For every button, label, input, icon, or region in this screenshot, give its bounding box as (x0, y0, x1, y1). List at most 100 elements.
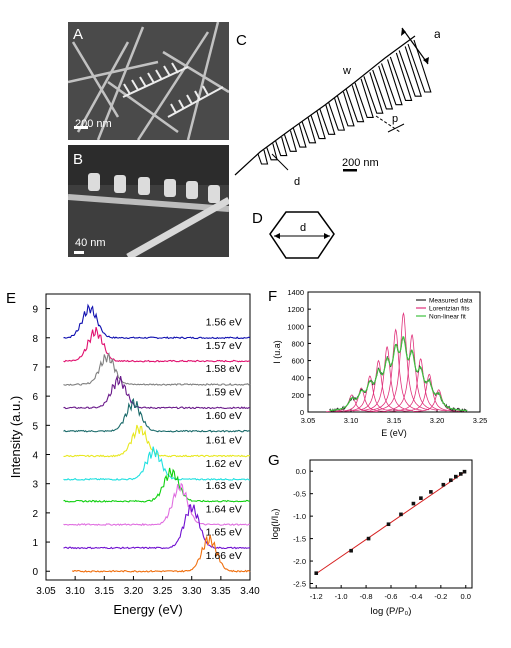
comb-schematic: a w p d 200 nm (234, 27, 441, 188)
chart-f-xtick-label: 3.25 (473, 416, 488, 425)
chart-f-lorentzian (369, 328, 422, 411)
chart-e-xtick-label: 3.15 (95, 586, 115, 597)
chart-e-xtick-label: 3.40 (240, 586, 260, 597)
chart-g-frame (309, 459, 473, 589)
chart-e-ytick-label: 8 (32, 334, 38, 345)
chart-g-ytick-label: -2.0 (293, 557, 306, 566)
panel-c: a w p d 200 nm C (230, 20, 441, 200)
chart-g-loglog: -1.2 -1.0 -0.8 -0.6 -0.4 -0.2 0.0 -2.5 -2.0 -1.5 -… (270, 459, 473, 617)
chart-e-ytick-label: 5 (32, 421, 38, 432)
chart-f-xtick-label: 3.15 (387, 416, 402, 425)
panel-f-letter: F (268, 288, 278, 305)
chart-g-xtick-label: -0.6 (385, 592, 398, 601)
chart-f-xlabel: E (eV) (381, 428, 407, 438)
chart-g-xtick-label: -0.8 (360, 592, 373, 601)
chart-f-legend-entry: Lorentzian fits (429, 306, 470, 313)
scale-bar-a (74, 126, 88, 129)
chart-g-point (411, 501, 416, 506)
chart-e-xtick-label: 3.35 (211, 586, 231, 597)
chart-e-xtick-label: 3.10 (65, 586, 85, 597)
panel-c-letter: C (236, 32, 247, 49)
chart-e-series-line (71, 534, 251, 573)
label-d-d: d (300, 222, 306, 234)
scale-bar-b (74, 251, 84, 254)
label-c-d: d (294, 176, 300, 188)
hexagon-diagram: d (269, 211, 335, 259)
chart-g-ytick-label: -1.5 (293, 535, 306, 544)
chart-f-fit: 3.05 3.10 3.15 3.20 3.25 0 200 400 600 800 1000 120… (272, 288, 488, 438)
chart-g-point (429, 490, 433, 494)
label-c-w: w (342, 65, 351, 77)
chart-f-lorentzian (326, 394, 378, 412)
panel-d-letter: D (252, 210, 263, 227)
chart-e-series-line (63, 397, 251, 433)
chart-e-xtick-label: 3.05 (36, 586, 56, 597)
chart-e-ytick-label: 0 (32, 567, 38, 578)
chart-f-xtick-label: 3.20 (430, 416, 445, 425)
chart-g-xtick-label: -1.2 (310, 592, 323, 601)
chart-e-series-line (63, 467, 251, 503)
sem-image-a: A 200 nm (68, 22, 229, 140)
chart-e-series-line (63, 424, 251, 458)
chart-f-ytick-label: 1200 (287, 305, 304, 314)
chart-e-series-line (63, 352, 251, 386)
chart-g-xtick-label: -1.0 (335, 592, 348, 601)
chart-e-spectra: 3.05 3.10 3.15 3.20 3.25 3.30 3.35 3.40 0 1 2 3 4 5 6 7… (8, 293, 260, 617)
label-c-a: a (434, 27, 440, 41)
panel-d: d D (246, 200, 366, 270)
chart-e-ytick-label: 9 (32, 305, 38, 316)
chart-g-point (441, 482, 446, 487)
chart-e-series-label: 1.62 eV (206, 458, 242, 470)
chart-g-xlabel: log (P/P₀) (371, 606, 412, 617)
chart-f-ytick-label: 600 (291, 357, 304, 366)
chart-e-series-label: 1.57 eV (206, 340, 242, 352)
chart-f-xtick-label: 3.05 (301, 416, 316, 425)
chart-f-legend-entry: Non-linear fit (429, 314, 466, 321)
panel-c-scale: 200 nm (342, 157, 379, 169)
chart-e-ytick-label: 2 (32, 509, 38, 520)
chart-e-ytick-label: 6 (32, 392, 38, 403)
chart-f-ytick-label: 800 (291, 339, 304, 348)
chart-e-series-line (63, 482, 251, 527)
chart-e-series-label: 1.56 eV (206, 317, 242, 329)
chart-e-series-label: 1.66 eV (206, 550, 242, 562)
chart-e-xtick-label: 3.25 (153, 586, 173, 597)
chart-f-lorentzian (386, 333, 438, 411)
chart-e-xlabel: Energy (eV) (113, 602, 182, 617)
chart-f-legend-entry: Measured data (429, 298, 473, 305)
chart-g-point (462, 469, 467, 474)
chart-g-point (399, 512, 403, 517)
chart-e-ylabel: Intensity (a.u.) (8, 396, 23, 478)
chart-g-fit-line (315, 470, 467, 575)
chart-f-ylabel: I (u.a) (272, 340, 282, 364)
chart-f-ytick-label: 0 (300, 408, 304, 417)
chart-e-series-line (63, 326, 251, 363)
chart-g-point (449, 478, 453, 483)
sem-image-b: B 40 nm (68, 145, 229, 257)
panel-b-scale: 40 nm (75, 237, 106, 249)
sem-texture-a (68, 22, 229, 140)
chart-f-lorentzian (403, 373, 456, 412)
chart-e-series-line (63, 504, 251, 550)
chart-f-ytick-label: 200 (291, 391, 304, 400)
chart-e-series-label: 1.58 eV (206, 363, 242, 375)
chart-g-point (454, 474, 458, 479)
chart-e-ytick-label: 7 (32, 363, 38, 374)
chart-e-ytick-label: 1 (32, 538, 38, 549)
panel-e-letter: E (6, 290, 17, 307)
chart-f-xtick-label: 3.10 (344, 416, 359, 425)
chart-e-series-label: 1.64 eV (206, 503, 242, 515)
chart-e-series-line (63, 374, 251, 410)
chart-g-ytick-label: -2.5 (293, 580, 306, 589)
chart-f-ytick-label: 400 (291, 374, 304, 383)
panel-g-letter: G (268, 452, 280, 469)
chart-g-point (386, 522, 391, 527)
chart-e-series-line (63, 303, 251, 340)
chart-e-xtick-label: 3.30 (182, 586, 202, 597)
chart-g-xtick-label: 0.0 (461, 592, 471, 601)
chart-e-ytick-label: 4 (32, 451, 38, 462)
chart-g-ytick-label: -1.0 (293, 512, 306, 521)
chart-g-point (458, 472, 463, 476)
chart-e-series-label: 1.63 eV (206, 480, 242, 492)
chart-g-xtick-label: -0.4 (409, 592, 422, 601)
